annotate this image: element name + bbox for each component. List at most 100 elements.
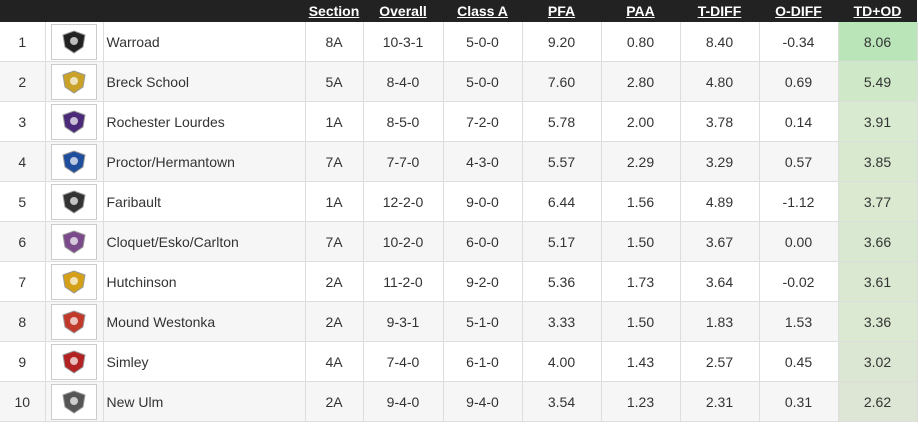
logo-icon <box>62 109 86 134</box>
team-logo <box>45 221 104 262</box>
stat-cell: 1.56 <box>601 181 681 222</box>
stat-cell: 0.00 <box>759 221 839 262</box>
team-name: Breck School <box>103 61 306 102</box>
stat-cell: 2.00 <box>601 101 681 142</box>
stat-cell: 1.50 <box>601 301 681 342</box>
logo-icon <box>62 229 86 254</box>
stat-cell: 8-5-0 <box>363 101 444 142</box>
column-header[interactable]: TD+OD <box>838 0 917 22</box>
table-row: 5 Faribault 1A 12-2-0 9-0-0 6.44 1.56 4.89 -1.12… <box>0 181 918 222</box>
stat-cell: -0.02 <box>759 261 839 302</box>
stat-cell: 9-3-1 <box>363 301 444 342</box>
stat-cell: 9-0-0 <box>443 181 523 222</box>
rank: 9 <box>0 341 46 382</box>
stat-cell: -0.34 <box>759 22 839 62</box>
stat-cell: 6.44 <box>522 181 602 222</box>
stat-cell: 10-2-0 <box>363 221 444 262</box>
team-logo <box>45 61 104 102</box>
stat-cell: 5.78 <box>522 101 602 142</box>
stat-cell: 3.78 <box>680 101 760 142</box>
stat-cell: 1.83 <box>680 301 760 342</box>
column-header[interactable]: PFA <box>522 0 601 22</box>
stat-cell: 1.53 <box>759 301 839 342</box>
stat-cell: 3.64 <box>680 261 760 302</box>
stat-cell: 5-0-0 <box>443 22 523 62</box>
rank: 5 <box>0 181 46 222</box>
team-name: New Ulm <box>103 381 306 422</box>
stat-cell: 0.31 <box>759 381 839 422</box>
stat-cell: 4A <box>305 341 364 382</box>
table-row: 10 New Ulm 2A 9-4-0 9-4-0 3.54 1.23 2.31 0.31 2.6… <box>0 381 918 422</box>
table-row: 2 Breck School 5A 8-4-0 5-0-0 7.60 2.80 4.80 0.6… <box>0 61 918 102</box>
stat-cell: 5A <box>305 61 364 102</box>
column-header[interactable]: Overall <box>363 0 443 22</box>
stat-cell: 2.62 <box>838 381 918 422</box>
logo-frame <box>51 183 97 220</box>
team-name: Rochester Lourdes <box>103 101 306 142</box>
team-name: Hutchinson <box>103 261 306 302</box>
logo-icon <box>62 69 86 94</box>
stat-cell: 9-4-0 <box>363 381 444 422</box>
logo-icon <box>62 29 86 54</box>
stat-cell: 2A <box>305 381 364 422</box>
stat-cell: 3.33 <box>522 301 602 342</box>
column-header[interactable]: Class A <box>443 0 522 22</box>
stat-cell: 5-1-0 <box>443 301 523 342</box>
table-row: 3 Rochester Lourdes 1A 8-5-0 7-2-0 5.78 2.00 3.… <box>0 101 918 142</box>
stat-cell: 7A <box>305 141 364 182</box>
team-name: Warroad <box>103 22 306 62</box>
stat-cell: 3.67 <box>680 221 760 262</box>
stat-cell: 7A <box>305 221 364 262</box>
stat-cell: 6-1-0 <box>443 341 523 382</box>
logo-icon <box>62 389 86 414</box>
stat-cell: 1A <box>305 181 364 222</box>
stat-cell: 8A <box>305 22 364 62</box>
column-header[interactable]: PAA <box>601 0 680 22</box>
column-header[interactable]: T-DIFF <box>680 0 759 22</box>
stat-cell: 9-4-0 <box>443 381 523 422</box>
rank: 4 <box>0 141 46 182</box>
stat-cell: 8-4-0 <box>363 61 444 102</box>
logo-frame <box>51 143 97 180</box>
stat-cell: 2.80 <box>601 61 681 102</box>
team-logo <box>45 301 104 342</box>
rank: 6 <box>0 221 46 262</box>
team-logo <box>45 141 104 182</box>
rank: 7 <box>0 261 46 302</box>
table-row: 8 Mound Westonka 2A 9-3-1 5-1-0 3.33 1.50 1.83 1… <box>0 301 918 342</box>
stat-cell: 12-2-0 <box>363 181 444 222</box>
team-logo <box>45 341 104 382</box>
stat-cell: 3.36 <box>838 301 918 342</box>
team-name: Faribault <box>103 181 306 222</box>
stat-cell: 8.06 <box>838 22 918 62</box>
logo-frame <box>51 303 97 340</box>
logo-icon <box>62 269 86 294</box>
stat-cell: 1.50 <box>601 221 681 262</box>
stat-cell: 3.54 <box>522 381 602 422</box>
stat-cell: 0.45 <box>759 341 839 382</box>
column-header[interactable]: Section <box>305 0 363 22</box>
team-name: Mound Westonka <box>103 301 306 342</box>
logo-frame <box>51 23 97 60</box>
stat-cell: 7-7-0 <box>363 141 444 182</box>
stat-cell: 3.02 <box>838 341 918 382</box>
logo-icon <box>62 189 86 214</box>
stat-cell: 5.49 <box>838 61 918 102</box>
logo-icon <box>62 309 86 334</box>
rank: 2 <box>0 61 46 102</box>
stat-cell: 6-0-0 <box>443 221 523 262</box>
logo-frame <box>51 223 97 260</box>
stat-cell: 3.85 <box>838 141 918 182</box>
stat-cell: 5.17 <box>522 221 602 262</box>
stat-cell: 2A <box>305 301 364 342</box>
stat-cell: 8.40 <box>680 22 760 62</box>
table-body: 1 Warroad 8A 10-3-1 5-0-0 9.20 0.80 8.40 -0.34 8.… <box>0 22 918 422</box>
rank: 3 <box>0 101 46 142</box>
stat-cell: 7.60 <box>522 61 602 102</box>
stat-cell: 9.20 <box>522 22 602 62</box>
column-header[interactable]: O-DIFF <box>759 0 838 22</box>
stat-cell: 3.77 <box>838 181 918 222</box>
table-row: 6 Cloquet/Esko/Carlton 7A 10-2-0 6-0-0 5.17 1.… <box>0 221 918 262</box>
team-logo <box>45 101 104 142</box>
